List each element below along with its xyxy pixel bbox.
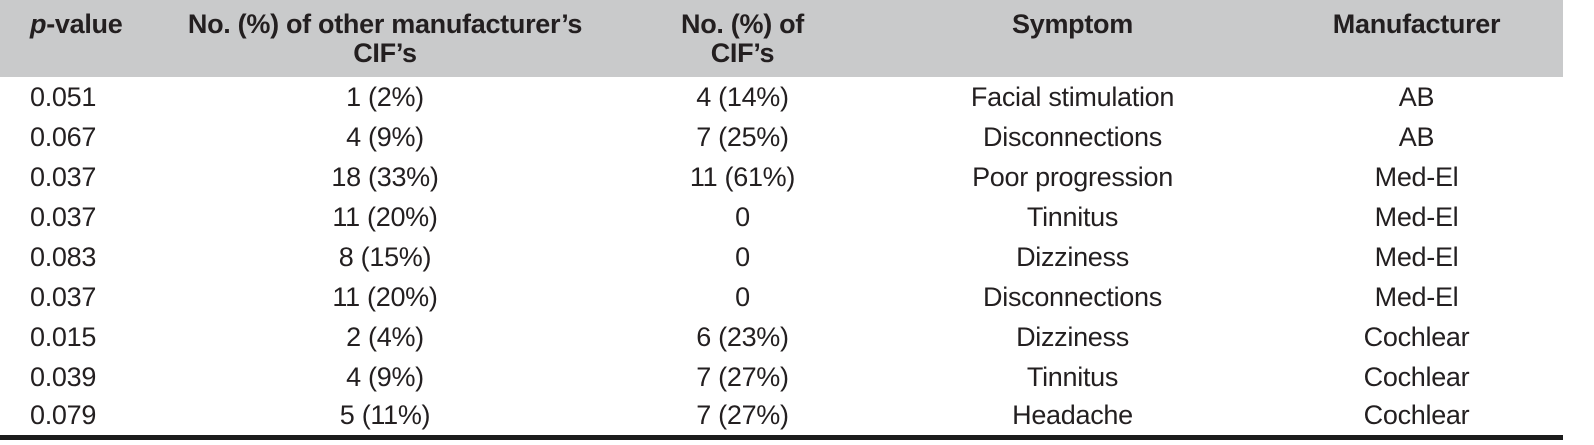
cifs-cell: 7 (27%)	[696, 400, 789, 431]
symptom-cell: Headache	[1012, 400, 1133, 431]
cifs-cell: 11 (61%)	[689, 161, 796, 192]
table-row: 0.083 8 (15%) 0 Dizziness Med-El	[0, 237, 1563, 277]
symptom-cell: Dizziness	[1016, 241, 1129, 272]
cifs-cell: 4 (14%)	[696, 81, 789, 112]
cifs-cell: 6 (23%)	[696, 321, 789, 352]
header-cifs-line2: CIF’s	[710, 38, 775, 68]
cifs-cell: 7 (27%)	[696, 361, 789, 392]
other-cifs-cell: 18 (33%)	[331, 161, 439, 192]
manufacturer-cell: AB	[1398, 121, 1435, 152]
manufacturer-cell: AB	[1398, 81, 1435, 112]
cifs-cell: 0	[735, 201, 750, 232]
symptom-cell: Poor progression	[972, 161, 1173, 192]
p-value-cell: 0.037	[30, 201, 97, 232]
table-row: 0.067 4 (9%) 7 (25%) Disconnections AB	[0, 117, 1563, 157]
manufacturer-cell: Cochlear	[1363, 321, 1470, 352]
p-value-cell: 0.079	[30, 400, 97, 431]
manufacturer-cell: Med-El	[1374, 201, 1459, 232]
cifs-cell: 0	[735, 241, 750, 272]
table-row: 0.039 4 (9%) 7 (27%) Tinnitus Cochlear	[0, 357, 1563, 397]
other-cifs-cell: 4 (9%)	[346, 121, 424, 152]
manufacturer-cell: Med-El	[1374, 241, 1459, 272]
symptom-cell: Tinnitus	[1026, 201, 1119, 232]
table-header: p-value No. (%) of other manufacturer’s …	[0, 0, 1563, 77]
p-value-cell: 0.083	[30, 241, 97, 272]
header-other-cifs-line1: No. (%) of other manufacturer’s	[187, 9, 583, 39]
manufacturer-cell: Cochlear	[1363, 361, 1470, 392]
other-cifs-cell: 11 (20%)	[332, 201, 438, 232]
p-value-cell: 0.037	[30, 281, 97, 312]
p-value-italic-p: p	[30, 9, 47, 39]
other-cifs-cell: 5 (11%)	[339, 400, 431, 431]
symptom-manufacturer-table: p-value No. (%) of other manufacturer’s …	[0, 0, 1563, 440]
symptom-cell: Tinnitus	[1026, 361, 1119, 392]
table-row: 0.051 1 (2%) 4 (14%) Facial stimulation …	[0, 77, 1563, 117]
other-cifs-cell: 11 (20%)	[332, 281, 438, 312]
table-row: 0.037 11 (20%) 0 Disconnections Med-El	[0, 277, 1563, 317]
other-cifs-cell: 8 (15%)	[338, 241, 432, 272]
other-cifs-cell: 2 (4%)	[346, 321, 424, 352]
table-row: 0.037 18 (33%) 11 (61%) Poor progression…	[0, 157, 1563, 197]
p-value-cell: 0.037	[30, 161, 97, 192]
header-cifs: No. (%) of CIF’s	[610, 0, 875, 77]
table-row: 0.079 5 (11%) 7 (27%) Headache Cochlear	[0, 397, 1563, 437]
p-value-cell: 0.067	[30, 121, 97, 152]
header-row: p-value No. (%) of other manufacturer’s …	[0, 0, 1563, 77]
header-symptom: Symptom	[875, 0, 1270, 77]
p-value-rest: -value	[46, 9, 123, 39]
p-value-cell: 0.051	[30, 81, 97, 112]
manufacturer-cell: Med-El	[1374, 161, 1459, 192]
symptom-cell: Dizziness	[1016, 321, 1129, 352]
p-value-cell: 0.015	[30, 321, 97, 352]
header-other-manufacturer-cifs: No. (%) of other manufacturer’s CIF’s	[160, 0, 610, 77]
other-cifs-cell: 1 (2%)	[346, 81, 424, 112]
header-other-cifs-line2: CIF’s	[353, 38, 417, 68]
manufacturer-cell: Cochlear	[1363, 400, 1470, 431]
other-cifs-cell: 4 (9%)	[346, 361, 424, 392]
header-p-value: p-value	[0, 0, 160, 77]
symptom-cell: Disconnections	[983, 121, 1162, 152]
cifs-cell: 7 (25%)	[696, 121, 789, 152]
p-value-cell: 0.039	[30, 361, 97, 392]
manufacturer-cell: Med-El	[1374, 281, 1459, 312]
table-body: 0.051 1 (2%) 4 (14%) Facial stimulation …	[0, 77, 1563, 437]
table-row: 0.015 2 (4%) 6 (23%) Dizziness Cochlear	[0, 317, 1563, 357]
header-manufacturer: Manufacturer	[1270, 0, 1563, 77]
table-row: 0.037 11 (20%) 0 Tinnitus Med-El	[0, 197, 1563, 237]
symptom-cell: Facial stimulation	[970, 81, 1175, 112]
table-container: p-value No. (%) of other manufacturer’s …	[0, 0, 1563, 440]
symptom-cell: Disconnections	[983, 281, 1162, 312]
header-cifs-line1: No. (%) of	[681, 9, 804, 39]
cifs-cell: 0	[735, 281, 750, 312]
